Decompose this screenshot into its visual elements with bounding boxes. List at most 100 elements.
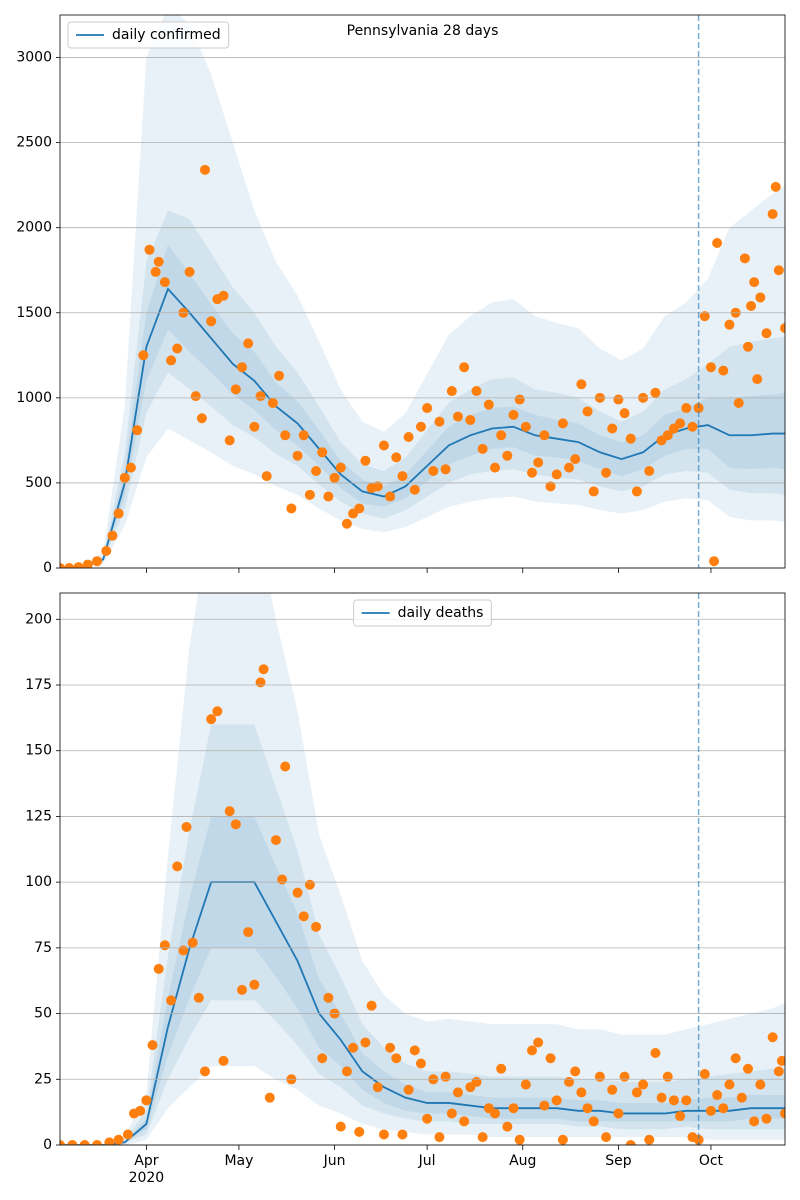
- data-point: [298, 911, 309, 922]
- data-point: [230, 384, 241, 395]
- data-point: [681, 1095, 692, 1106]
- uncertainty-band: [60, 15, 785, 568]
- data-point: [249, 421, 260, 432]
- data-point: [477, 1132, 488, 1143]
- data-point: [335, 462, 346, 473]
- data-point: [403, 431, 414, 442]
- data-point: [218, 290, 229, 301]
- data-point: [348, 1042, 359, 1053]
- data-point: [218, 1055, 229, 1066]
- data-point: [780, 1108, 785, 1119]
- data-point: [520, 421, 531, 432]
- data-point: [471, 386, 482, 397]
- data-point: [286, 503, 297, 514]
- data-point: [178, 945, 189, 956]
- data-point: [317, 447, 328, 458]
- data-point: [264, 1092, 275, 1103]
- data-point: [255, 391, 266, 402]
- data-point: [625, 1140, 636, 1145]
- data-point: [675, 418, 686, 429]
- data-point: [132, 425, 143, 436]
- y-tick-label: 25: [34, 1071, 52, 1087]
- data-point: [776, 1055, 785, 1066]
- data-point: [237, 362, 248, 373]
- data-point: [656, 1092, 667, 1103]
- data-point: [699, 1069, 710, 1080]
- data-point: [570, 454, 581, 465]
- data-point: [483, 399, 494, 410]
- data-point: [709, 556, 720, 567]
- data-point: [752, 374, 763, 385]
- data-point: [92, 1140, 103, 1145]
- data-point: [761, 1113, 772, 1124]
- data-point: [403, 1084, 414, 1095]
- data-point: [224, 806, 235, 817]
- y-tick-label: 1500: [16, 305, 52, 321]
- line: [60, 881, 785, 1145]
- data-point: [360, 455, 371, 466]
- data-point: [471, 1076, 482, 1087]
- data-point: [650, 387, 661, 398]
- data-point: [533, 1037, 544, 1048]
- data-point: [625, 433, 636, 444]
- data-point: [452, 411, 463, 422]
- data-point: [724, 319, 735, 330]
- data-point: [718, 365, 729, 376]
- data-point: [230, 819, 241, 830]
- data-point: [385, 1042, 396, 1053]
- data-point: [557, 1134, 568, 1145]
- data-point: [712, 238, 723, 249]
- data-point: [60, 563, 65, 568]
- data-point: [619, 1071, 630, 1082]
- data-point: [224, 435, 235, 446]
- y-tick-label: 50: [34, 1006, 52, 1022]
- data-point: [122, 1129, 133, 1140]
- data-point: [255, 677, 266, 688]
- data-point: [681, 403, 692, 414]
- x-tick-label: May: [224, 1153, 253, 1169]
- data-point: [243, 338, 254, 349]
- data-point: [92, 556, 103, 567]
- data-point: [292, 450, 303, 461]
- y-tick-label: 75: [34, 940, 52, 956]
- y-tick-label: 2000: [16, 220, 52, 236]
- data-point: [60, 1140, 65, 1145]
- legend-label: daily deaths: [398, 605, 484, 621]
- data-point: [366, 1000, 377, 1011]
- data-point: [736, 1092, 747, 1103]
- data-point: [196, 413, 207, 424]
- data-point: [693, 1134, 704, 1145]
- data-point: [730, 1053, 741, 1064]
- y-tick-label: 200: [25, 611, 52, 627]
- data-point: [459, 1116, 470, 1127]
- data-point: [514, 394, 525, 405]
- legend: daily deaths: [353, 599, 492, 627]
- legend-box: [353, 599, 492, 627]
- data-point: [166, 355, 177, 366]
- data-point: [631, 1087, 642, 1098]
- data-point: [434, 1132, 445, 1143]
- y-tick-label: 1000: [16, 390, 52, 406]
- data-point: [101, 545, 112, 556]
- data-point: [742, 341, 753, 352]
- data-point: [644, 466, 655, 477]
- data-point: [607, 1084, 618, 1095]
- data-point: [576, 1087, 587, 1098]
- data-point: [545, 1053, 556, 1064]
- data-point: [675, 1111, 686, 1122]
- data-point: [159, 940, 170, 951]
- data-point: [539, 1100, 550, 1111]
- data-point: [770, 181, 781, 192]
- plot-frame: [59, 592, 786, 1146]
- data-point: [576, 379, 587, 390]
- data-point: [551, 1095, 562, 1106]
- data-point: [397, 1129, 408, 1140]
- x-tick-label: Jul: [418, 1153, 436, 1169]
- data-point: [141, 1095, 152, 1106]
- data-point: [212, 706, 223, 717]
- data-point: [533, 457, 544, 468]
- data-point: [125, 462, 136, 473]
- data-point: [184, 266, 195, 277]
- data-point: [687, 421, 698, 432]
- data-point: [662, 1071, 673, 1082]
